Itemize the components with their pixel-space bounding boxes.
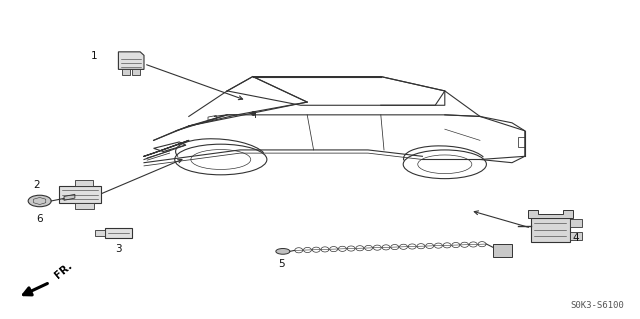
Text: FR.: FR. [52,260,74,280]
Polygon shape [118,52,144,69]
Polygon shape [493,244,512,257]
Polygon shape [60,186,101,204]
Text: 6: 6 [36,214,43,225]
Polygon shape [531,218,570,242]
Polygon shape [64,194,75,200]
Text: 1: 1 [91,51,97,61]
Circle shape [28,195,51,207]
Text: 4: 4 [573,233,579,243]
Polygon shape [75,204,94,209]
Polygon shape [75,180,93,186]
Polygon shape [132,69,140,75]
Polygon shape [570,219,582,227]
Ellipse shape [276,249,290,254]
Polygon shape [570,232,582,240]
Polygon shape [105,228,132,238]
Text: 2: 2 [34,180,40,190]
Text: 3: 3 [115,244,122,254]
Polygon shape [528,210,573,218]
Text: 5: 5 [278,259,285,269]
Polygon shape [122,69,130,75]
Polygon shape [95,230,105,236]
Text: S0K3-S6100: S0K3-S6100 [570,301,624,310]
